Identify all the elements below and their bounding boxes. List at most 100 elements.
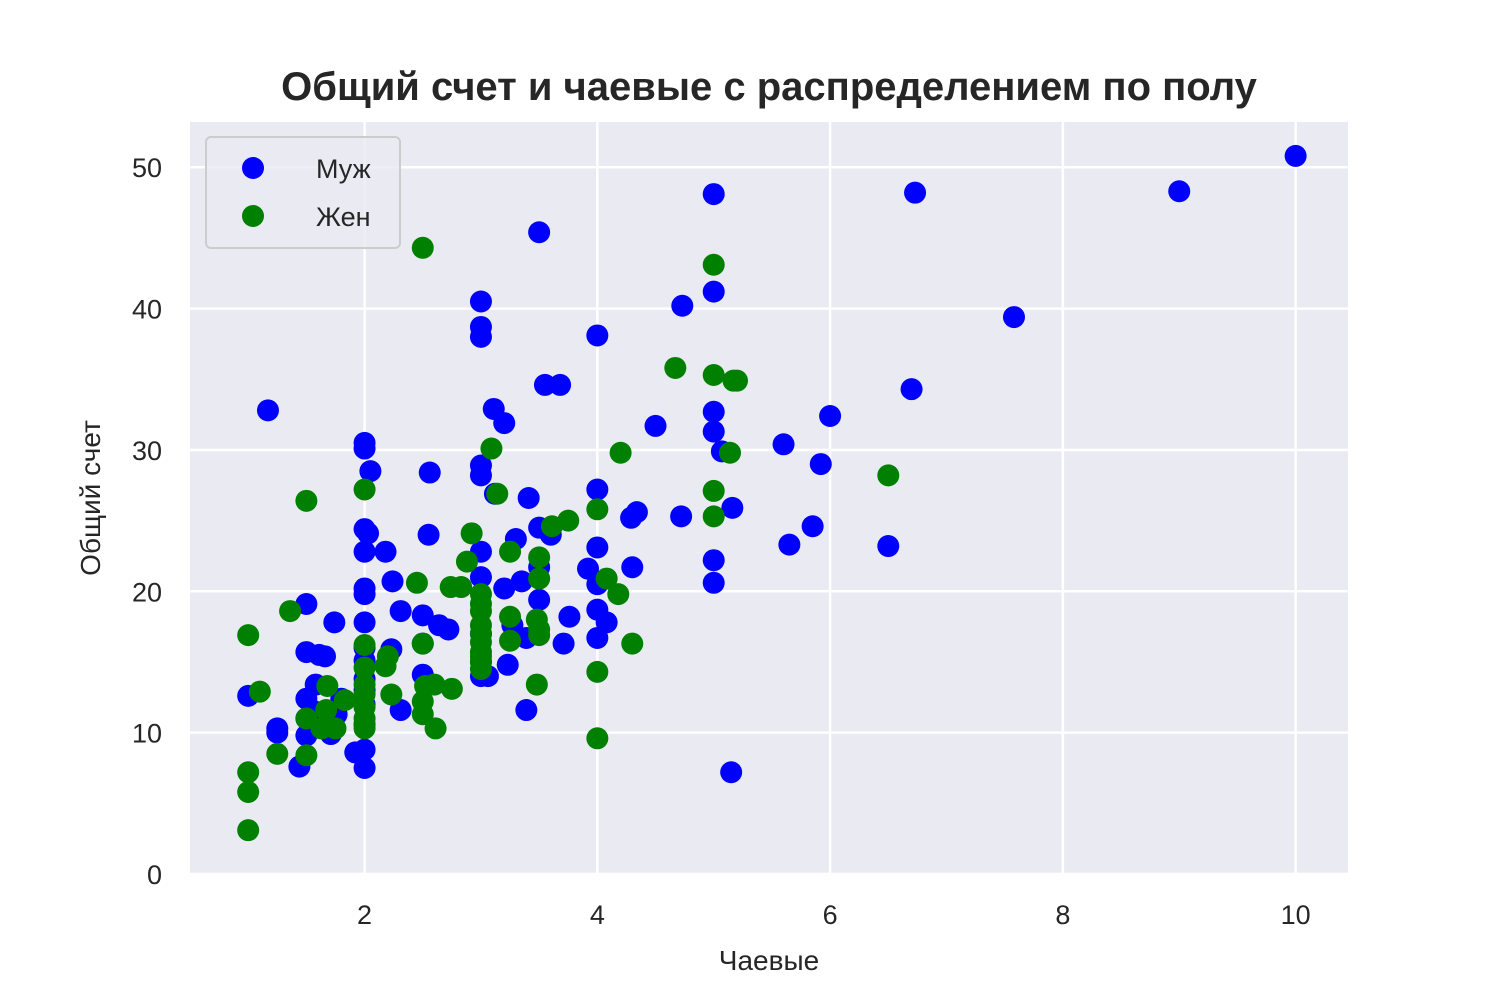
- data-point: [515, 699, 538, 722]
- data-point: [499, 629, 522, 652]
- data-point: [702, 549, 725, 572]
- data-point: [517, 487, 540, 509]
- data-point: [460, 522, 483, 545]
- data-point: [595, 567, 618, 590]
- data-point: [480, 437, 503, 460]
- data-point: [353, 540, 376, 563]
- data-point: [357, 522, 380, 545]
- data-point: [1002, 306, 1025, 329]
- data-point: [316, 675, 339, 697]
- data-point: [493, 577, 516, 600]
- data-point: [266, 742, 289, 765]
- data-point: [310, 717, 333, 740]
- data-point: [353, 656, 376, 679]
- data-point: [607, 583, 630, 606]
- data-point: [702, 253, 725, 276]
- data-point: [353, 634, 376, 657]
- data-point: [525, 673, 548, 696]
- data-point: [725, 369, 748, 392]
- data-point: [510, 570, 533, 593]
- data-point: [772, 433, 795, 456]
- data-point: [469, 325, 492, 348]
- data-point: [256, 399, 279, 422]
- data-point: [469, 290, 492, 313]
- data-point: [670, 505, 693, 528]
- data-point: [819, 405, 842, 428]
- data-point: [549, 373, 572, 396]
- data-point: [499, 540, 522, 563]
- x-tick-label: 2: [357, 900, 372, 930]
- data-point: [644, 414, 667, 437]
- data-point: [266, 721, 289, 744]
- data-point: [496, 653, 519, 676]
- data-point: [540, 515, 563, 538]
- data-point: [353, 478, 376, 501]
- y-axis-ticks: 0 10 20 30 40 50: [132, 153, 162, 890]
- legend: Муж Жен: [205, 136, 401, 249]
- data-point: [450, 576, 473, 599]
- data-point: [809, 453, 832, 476]
- data-point: [586, 660, 609, 683]
- data-point: [586, 536, 609, 559]
- data-point: [237, 819, 260, 842]
- data-point: [900, 378, 923, 401]
- x-tick-label: 6: [823, 900, 838, 930]
- data-point: [621, 556, 644, 579]
- x-tick-label: 8: [1055, 900, 1070, 930]
- data-point: [381, 570, 404, 593]
- data-point: [702, 364, 725, 387]
- data-point: [499, 605, 522, 628]
- data-point: [671, 294, 694, 317]
- y-tick-label: 40: [132, 295, 162, 325]
- data-point: [418, 461, 441, 484]
- data-point: [333, 689, 356, 712]
- y-tick-label: 0: [147, 860, 162, 890]
- data-point: [353, 583, 376, 606]
- data-point: [423, 673, 446, 696]
- data-point: [586, 324, 609, 347]
- data-point: [664, 356, 687, 379]
- data-point: [374, 655, 397, 678]
- data-point: [586, 478, 609, 501]
- data-point: [528, 546, 551, 569]
- data-point: [237, 781, 260, 804]
- x-tick-label: 10: [1281, 900, 1311, 930]
- data-point: [411, 604, 434, 627]
- data-point: [411, 703, 434, 726]
- data-point: [586, 626, 609, 649]
- data-point: [702, 505, 725, 528]
- data-point: [528, 567, 551, 590]
- data-point: [620, 506, 643, 529]
- data-point: [720, 761, 743, 784]
- data-point: [586, 727, 609, 750]
- data-point: [469, 566, 492, 589]
- data-point: [801, 515, 824, 538]
- data-point: [314, 645, 337, 668]
- data-point: [295, 489, 318, 512]
- y-axis-label: Общий счет: [75, 420, 106, 576]
- data-point: [778, 533, 801, 556]
- data-point: [702, 571, 725, 594]
- x-axis-ticks: 2 4 6 8 10: [357, 900, 1311, 930]
- y-tick-label: 20: [132, 577, 162, 607]
- data-point: [719, 441, 742, 464]
- data-point: [405, 571, 428, 594]
- data-point: [353, 437, 376, 460]
- data-point: [621, 632, 644, 655]
- y-tick-label: 30: [132, 436, 162, 466]
- x-axis-label: Чаевые: [719, 945, 819, 976]
- data-point: [877, 464, 900, 487]
- data-point: [411, 236, 434, 259]
- data-point: [586, 498, 609, 521]
- data-point: [877, 535, 900, 558]
- data-point: [279, 600, 302, 623]
- data-point: [411, 632, 434, 655]
- data-point: [702, 400, 725, 423]
- data-point: [533, 373, 556, 396]
- data-point: [552, 632, 575, 655]
- data-point: [359, 460, 382, 483]
- data-point: [469, 464, 492, 487]
- data-point: [486, 482, 509, 505]
- data-point: [237, 761, 260, 784]
- data-point: [702, 280, 725, 303]
